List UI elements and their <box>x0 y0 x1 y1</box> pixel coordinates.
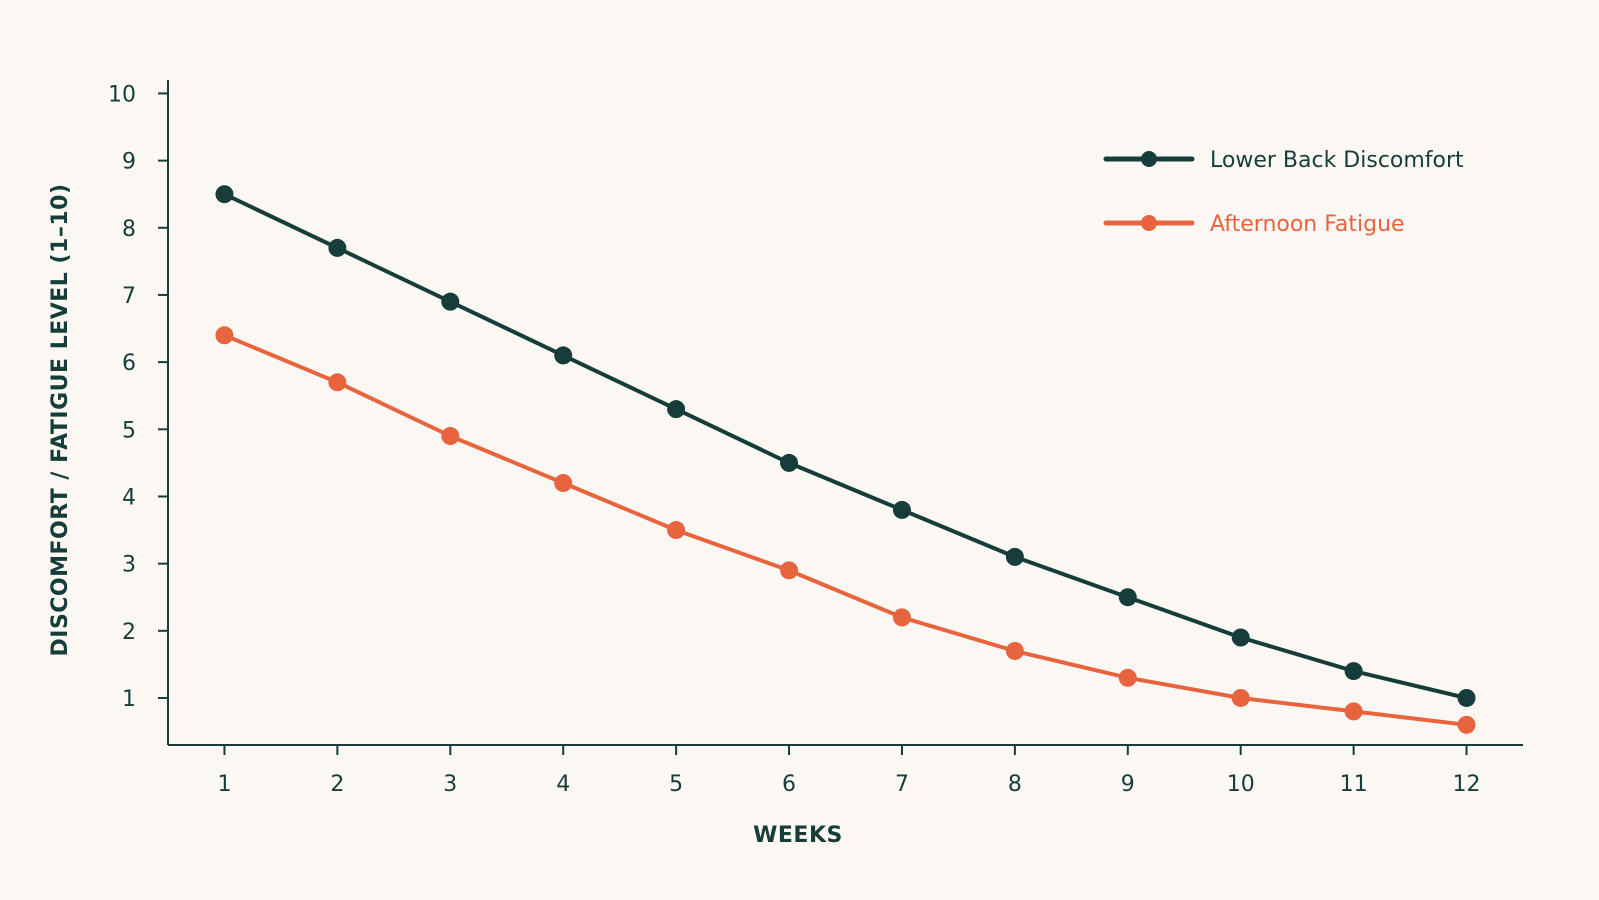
x-axis: 1 2 3 4 5 6 7 8 9 10 11 12 <box>168 744 1523 797</box>
x-tick-label: 7 <box>895 772 909 797</box>
data-point-lower-back-discomfort <box>667 400 686 419</box>
y-axis: 1 2 3 4 5 6 7 8 9 10 <box>108 80 169 745</box>
y-tick-label: 9 <box>122 150 136 175</box>
data-point-lower-back-discomfort <box>215 185 234 204</box>
legend-item-lower-back-discomfort: Lower Back Discomfort <box>1103 148 1464 173</box>
data-point-afternoon-fatigue <box>1344 702 1363 721</box>
series-line-afternoon-fatigue <box>222 333 1469 727</box>
x-tick-label: 4 <box>556 772 570 797</box>
x-tick-label: 8 <box>1008 772 1022 797</box>
data-point-afternoon-fatigue <box>892 608 911 627</box>
series-line-lower-back-discomfort <box>222 192 1469 700</box>
x-tick-label: 9 <box>1121 772 1135 797</box>
legend-label: Afternoon Fatigue <box>1210 212 1405 237</box>
data-point-afternoon-fatigue <box>780 561 799 580</box>
data-point-afternoon-fatigue <box>1457 715 1476 734</box>
x-tick-label: 1 <box>217 772 231 797</box>
x-tick-label: 11 <box>1340 772 1368 797</box>
y-tick-label: 1 <box>122 687 136 712</box>
y-tick-label: 7 <box>122 284 136 309</box>
y-tick-label: 3 <box>122 553 136 578</box>
legend-swatch-marker <box>1141 151 1157 167</box>
x-tick-label: 5 <box>669 772 683 797</box>
data-point-afternoon-fatigue <box>1118 668 1137 687</box>
y-axis-title: DISCOMFORT / FATIGUE LEVEL (1–10) <box>48 183 73 656</box>
data-point-afternoon-fatigue <box>1231 688 1250 707</box>
x-tick-label: 6 <box>782 772 796 797</box>
data-point-lower-back-discomfort <box>554 346 573 365</box>
x-axis-title: WEEKS <box>753 823 843 848</box>
data-point-lower-back-discomfort <box>441 292 460 311</box>
data-point-lower-back-discomfort <box>1231 628 1250 647</box>
y-tick-label: 8 <box>122 217 136 242</box>
data-point-lower-back-discomfort <box>1344 662 1363 681</box>
series-afternoon-fatigue <box>215 326 1476 734</box>
series-layer <box>215 185 1476 734</box>
legend-label: Lower Back Discomfort <box>1210 148 1464 173</box>
legend-swatch-marker <box>1141 215 1157 231</box>
x-tick-label: 3 <box>443 772 457 797</box>
legend: Lower Back Discomfort Afternoon Fatigue <box>1103 148 1464 237</box>
data-point-afternoon-fatigue <box>215 326 234 345</box>
data-point-afternoon-fatigue <box>1005 641 1024 660</box>
legend-item-afternoon-fatigue: Afternoon Fatigue <box>1103 212 1405 237</box>
data-point-afternoon-fatigue <box>441 427 460 446</box>
y-tick-label: 4 <box>122 485 136 510</box>
series-lower-back-discomfort <box>215 185 1476 707</box>
data-point-lower-back-discomfort <box>328 238 347 257</box>
x-tick-label: 10 <box>1227 772 1255 797</box>
data-point-afternoon-fatigue <box>554 474 573 493</box>
y-tick-label: 5 <box>122 418 136 443</box>
data-point-lower-back-discomfort <box>1457 688 1476 707</box>
data-point-afternoon-fatigue <box>328 373 347 392</box>
data-point-afternoon-fatigue <box>667 521 686 540</box>
data-point-lower-back-discomfort <box>1118 588 1137 607</box>
y-tick-label: 10 <box>108 82 136 107</box>
x-tick-label: 2 <box>330 772 344 797</box>
y-tick-label: 2 <box>122 620 136 645</box>
y-tick-label: 6 <box>122 351 136 376</box>
data-point-lower-back-discomfort <box>892 500 911 519</box>
x-tick-label: 12 <box>1453 772 1481 797</box>
data-point-lower-back-discomfort <box>1005 547 1024 566</box>
data-point-lower-back-discomfort <box>780 453 799 472</box>
